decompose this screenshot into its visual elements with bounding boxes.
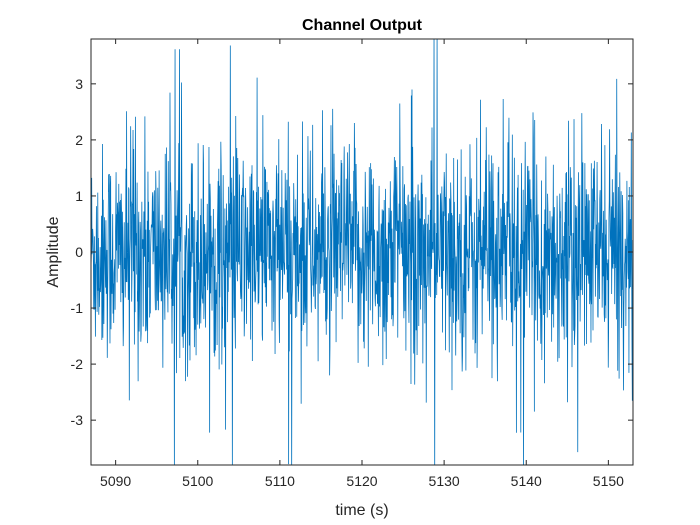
y-tick-label: 0	[75, 244, 83, 260]
y-tick-label: -2	[71, 356, 84, 372]
x-tick-label: 5120	[346, 473, 377, 489]
signal-layer	[91, 39, 633, 465]
x-tick-label: 5100	[182, 473, 213, 489]
x-tick-label: 5150	[593, 473, 624, 489]
chart-title: Channel Output	[302, 17, 423, 34]
x-tick-label: 5130	[429, 473, 460, 489]
y-tick-label: 3	[75, 76, 83, 92]
y-tick-label: -1	[71, 300, 84, 316]
x-axis-label: time (s)	[335, 502, 388, 519]
x-tick-label: 5090	[100, 473, 131, 489]
x-tick-label: 5140	[511, 473, 542, 489]
y-axis-ticks: -3 -2 -1 0 1 2 3	[71, 76, 633, 428]
y-axis-label: Amplitude	[45, 216, 62, 287]
x-axis-ticks: 5090 5100 5110 5120 5130 5140 5150	[100, 39, 624, 489]
y-tick-label: 2	[75, 132, 83, 148]
y-tick-label: -3	[71, 412, 84, 428]
y-tick-label: 1	[75, 188, 83, 204]
signal-series-line	[91, 39, 633, 465]
x-tick-label: 5110	[265, 473, 295, 489]
